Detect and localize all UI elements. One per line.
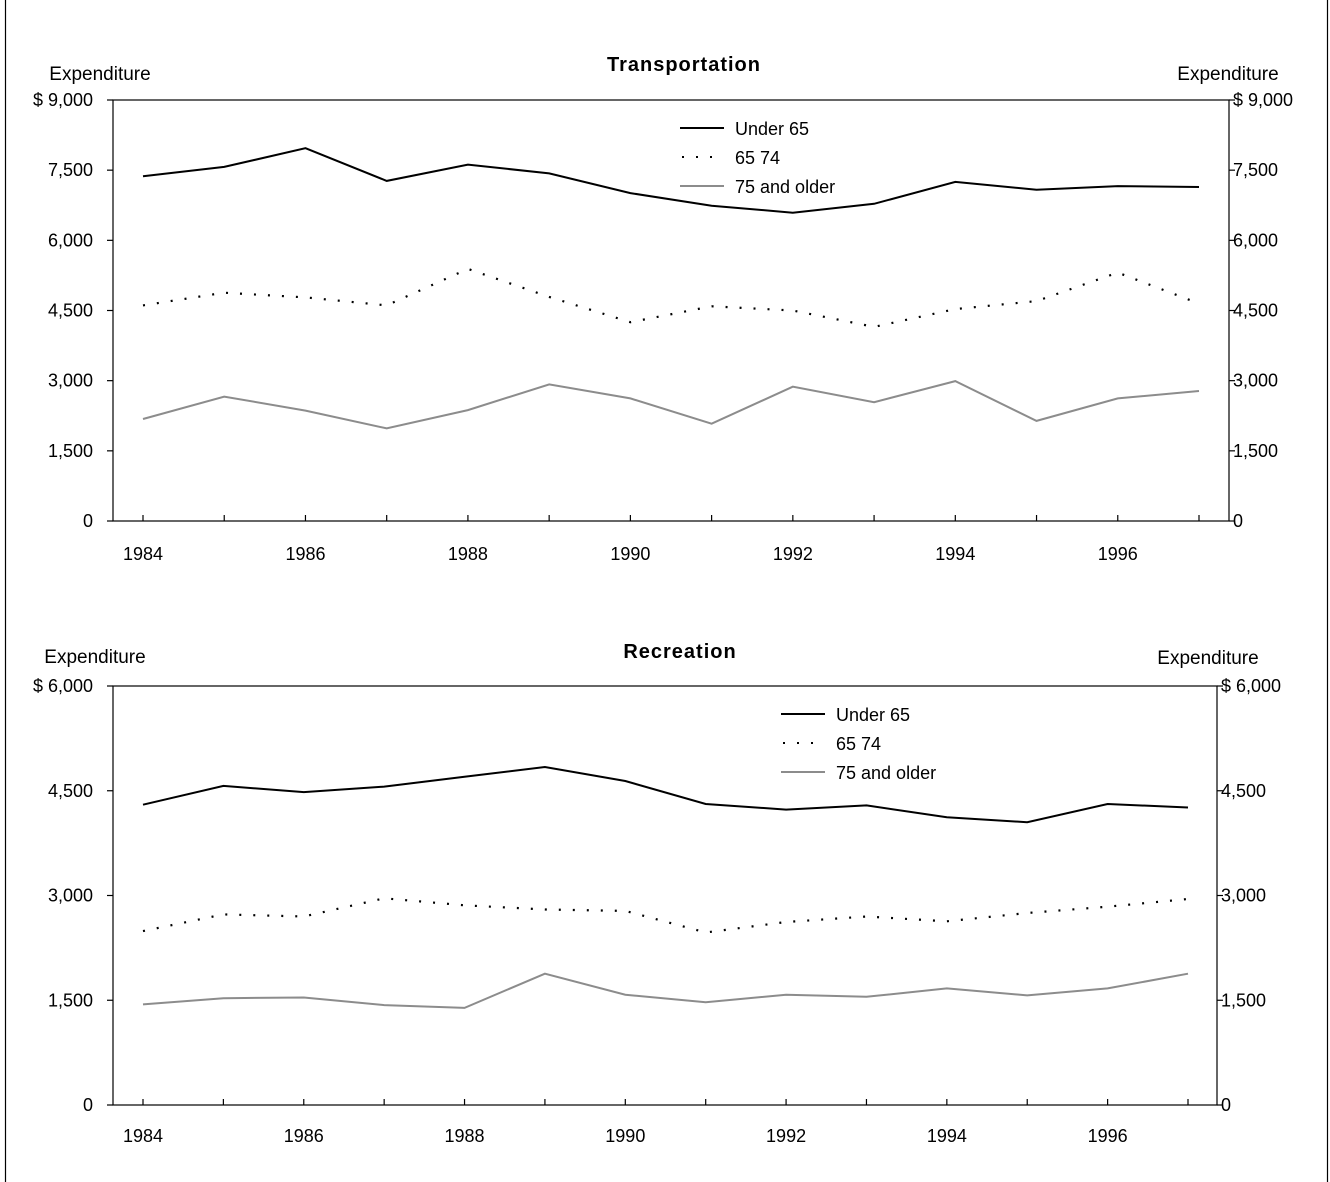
y-tick-label-left: $ 9,000 [33,90,93,110]
x-tick-label: 1986 [284,1126,324,1146]
y-tick-label-left: 4,500 [48,781,93,801]
y-tick-label-right: 3,000 [1233,371,1278,391]
x-tick-label: 1994 [927,1126,967,1146]
legend-label: Under 65 [735,119,809,139]
y-tick-label-left: 6,000 [48,230,93,250]
series-line-under-65 [142,147,1200,214]
y-tick-label-right: 7,500 [1233,160,1278,180]
legend-label: 75 and older [735,177,835,197]
y-tick-label-right: $ 6,000 [1221,676,1281,696]
x-tick-label: 1984 [123,1126,163,1146]
chart-title: Transportation [607,54,761,76]
chart-title: Recreation [623,641,736,663]
x-tick-label: 1988 [448,544,488,564]
y-tick-label-left: 1,500 [48,990,93,1010]
x-tick-label: 1990 [605,1126,645,1146]
series-line-65-74 [142,897,1189,934]
legend-label: 65 74 [836,734,881,754]
legend-label: 65 74 [735,148,780,168]
transportation-chart: Transportation Expenditure Expenditure $ 9,… [33,54,1293,564]
y-tick-label-left: 3,000 [48,371,93,391]
series-line-under-65 [142,765,1189,824]
y-axis-label-right: Expenditure [1177,64,1278,85]
x-tick-label: 1994 [935,544,975,564]
y-tick-label-right: 4,500 [1221,781,1266,801]
x-tick-label: 1992 [766,1126,806,1146]
plot-frame [112,99,1230,522]
y-tick-label-right: 1,500 [1221,990,1266,1010]
y-axis-label-right: Expenditure [1157,648,1258,669]
x-tick-label: 1992 [773,544,813,564]
x-tick-label: 1988 [445,1126,485,1146]
y-axis-label-left: Expenditure [49,64,150,85]
series-line-75-and-older [142,380,1200,430]
y-tick-label-left: 0 [83,1095,93,1115]
y-axis-label-left: Expenditure [44,647,145,668]
x-tick-label: 1984 [123,544,163,564]
y-tick-label-right: 0 [1233,511,1243,531]
plot-frame [112,685,1218,1106]
y-tick-label-right: 6,000 [1233,230,1278,250]
x-tick-label: 1996 [1098,544,1138,564]
y-tick-label-right: 4,500 [1233,301,1278,321]
y-tick-label-left: 3,000 [48,886,93,906]
y-tick-label-left: 7,500 [48,160,93,180]
y-tick-label-left: 1,500 [48,441,93,461]
series-line-65-74 [142,267,1200,329]
x-tick-label: 1990 [610,544,650,564]
recreation-chart: Recreation Expenditure Expenditure $ 6,000 $… [33,641,1281,1146]
y-tick-label-right: $ 9,000 [1233,90,1293,110]
x-tick-label: 1986 [285,544,325,564]
y-tick-label-left: 4,500 [48,301,93,321]
y-tick-label-left: 0 [83,511,93,531]
y-tick-label-left: $ 6,000 [33,676,93,696]
legend-label: 75 and older [836,763,936,783]
y-tick-label-right: 0 [1221,1095,1231,1115]
y-tick-label-right: 1,500 [1233,441,1278,461]
y-tick-label-right: 3,000 [1221,886,1266,906]
legend-label: Under 65 [836,705,910,725]
series-line-75-and-older [142,972,1189,1009]
x-tick-label: 1996 [1088,1126,1128,1146]
